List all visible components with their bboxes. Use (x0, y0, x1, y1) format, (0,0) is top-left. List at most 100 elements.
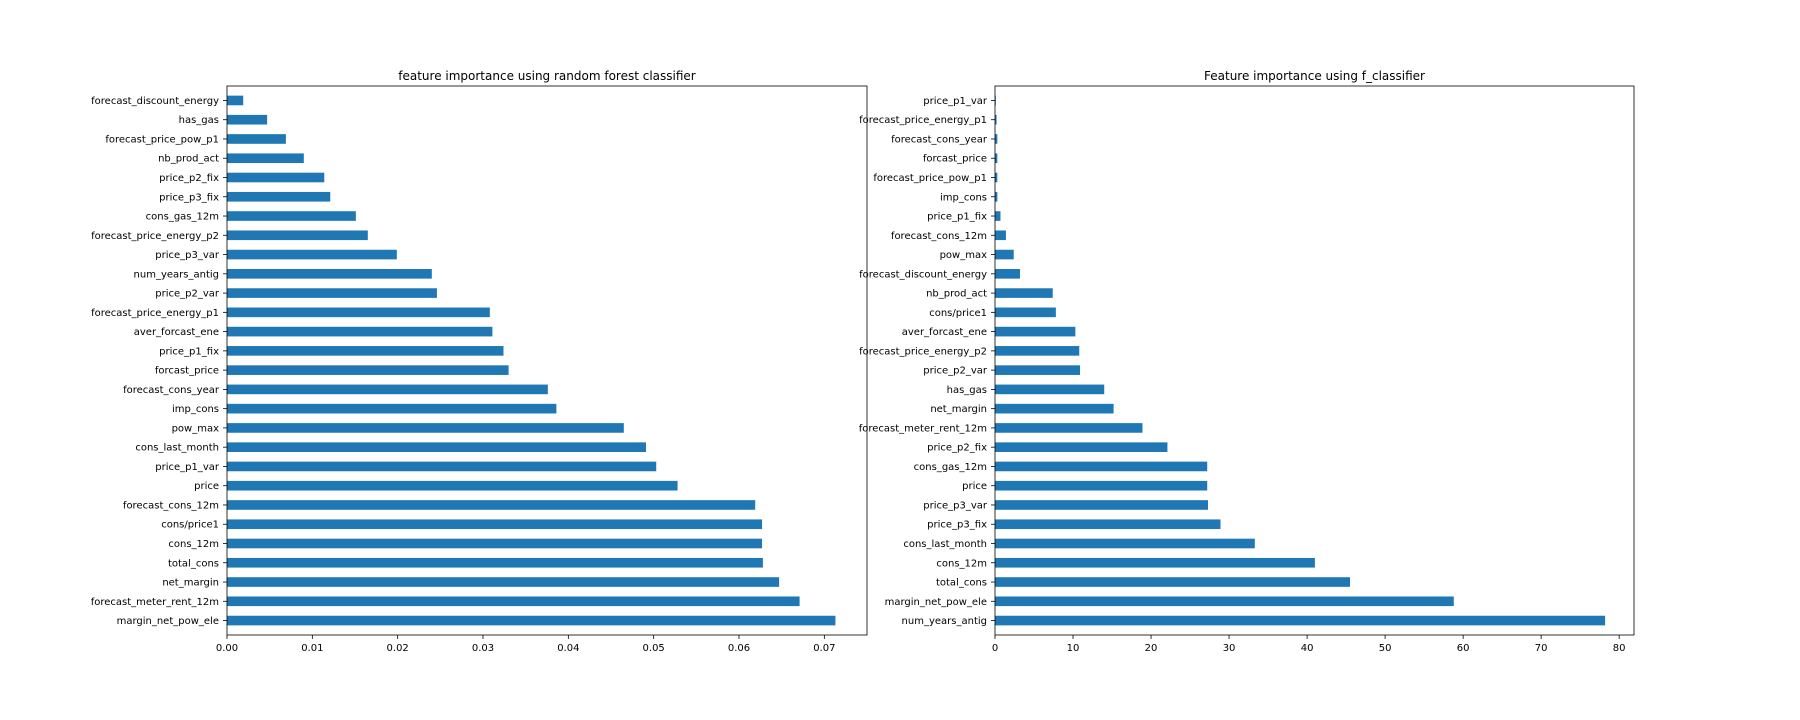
bar (995, 596, 1454, 607)
y-tick-label: forecast_price_pow_p1 (105, 134, 219, 145)
bar (995, 538, 1255, 549)
bar (995, 191, 998, 202)
bar (227, 442, 646, 452)
y-tick-label: price_p3_fix (159, 192, 219, 203)
bar (227, 519, 763, 530)
y-tick-label: forecast_price_pow_p1 (873, 173, 987, 184)
bar (995, 461, 1208, 472)
y-tick-label: net_margin (930, 404, 987, 415)
bar (227, 461, 657, 472)
bar (995, 230, 1006, 241)
y-tick-label: price_p2_var (923, 366, 988, 377)
bar (995, 211, 1001, 221)
x-tick-label: 40 (1301, 643, 1314, 654)
bar (227, 249, 397, 260)
y-tick-label: cons/price1 (929, 308, 987, 319)
bar (227, 95, 244, 106)
bar (995, 519, 1221, 530)
bar (995, 326, 1076, 337)
y-tick-label: price_p2_fix (927, 443, 987, 454)
y-tick-label: forecast_price_energy_p2 (859, 346, 987, 357)
y-tick-label: nb_prod_act (926, 289, 987, 300)
chart-title: Feature importance using f_classifier (1204, 69, 1425, 83)
y-tick-label: forecast_meter_rent_12m (859, 423, 987, 434)
y-tick-label: price_p1_fix (159, 346, 219, 357)
bar (995, 384, 1105, 395)
y-tick-label: forcast_price (923, 154, 987, 165)
y-tick-label: forecast_cons_year (891, 134, 988, 145)
bar (995, 365, 1081, 375)
x-tick-label: 50 (1379, 643, 1392, 654)
bar (995, 249, 1014, 260)
y-tick-label: has_gas (947, 385, 987, 396)
y-tick-label: cons_gas_12m (146, 212, 219, 223)
bar (995, 153, 998, 164)
bar (995, 403, 1114, 414)
bar (227, 269, 432, 279)
y-tick-label: price_p2_fix (159, 173, 219, 184)
y-tick-label: margin_net_pow_ele (117, 616, 219, 627)
bar (227, 172, 325, 183)
y-tick-label: price_p2_var (155, 289, 220, 300)
y-tick-label: has_gas (179, 115, 219, 126)
y-tick-label: forecast_price_energy_p1 (859, 115, 987, 126)
bar (227, 134, 286, 144)
x-tick-label: 0.04 (557, 643, 579, 654)
bar (227, 191, 331, 202)
bar (227, 230, 368, 241)
y-tick-label: cons_last_month (903, 539, 987, 550)
bar (227, 211, 356, 221)
x-tick-label: 10 (1067, 643, 1080, 654)
x-tick-label: 20 (1145, 643, 1158, 654)
bar (227, 365, 509, 375)
x-tick-label: 0.00 (216, 643, 238, 654)
chart-f-classifier: Feature importance using f_classifiernum… (859, 69, 1635, 654)
bar (227, 538, 763, 549)
chart-random-forest: feature importance using random forest c… (91, 69, 868, 654)
x-tick-label: 0.06 (728, 643, 750, 654)
y-tick-label: total_cons (936, 578, 987, 589)
y-tick-label: forecast_price_energy_p1 (91, 308, 219, 319)
x-tick-label: 70 (1535, 643, 1548, 654)
y-tick-label: pow_max (172, 423, 220, 434)
plot-frame (226, 85, 868, 636)
bar (995, 615, 1606, 626)
y-tick-label: imp_cons (172, 404, 219, 415)
y-tick-label: cons/price1 (161, 520, 219, 531)
y-tick-label: cons_last_month (135, 443, 219, 454)
bar (995, 288, 1053, 298)
bar (995, 346, 1080, 356)
x-tick-label: 60 (1457, 643, 1470, 654)
y-tick-label: total_cons (168, 558, 219, 569)
y-tick-label: pow_max (940, 250, 988, 261)
x-tick-label: 30 (1223, 643, 1236, 654)
y-tick-label: cons_12m (168, 539, 219, 550)
bar (227, 557, 763, 568)
bar (995, 577, 1350, 587)
y-tick-label: aver_forcast_ene (902, 327, 987, 338)
x-tick-label: 0.03 (472, 643, 494, 654)
y-tick-label: price (194, 481, 219, 492)
bar (227, 480, 678, 491)
bar (227, 596, 800, 607)
bar (995, 307, 1056, 318)
bar (227, 577, 780, 587)
bar (227, 326, 493, 337)
bar (995, 134, 998, 144)
y-tick-label: price_p1_var (923, 96, 988, 107)
y-tick-label: cons_gas_12m (914, 462, 987, 473)
bar (227, 403, 557, 414)
plot-frame (994, 85, 1635, 636)
bar (227, 307, 490, 318)
y-tick-label: price_p3_fix (927, 520, 987, 531)
bar (995, 114, 997, 125)
bar (995, 557, 1315, 568)
bar (995, 172, 998, 183)
y-tick-label: num_years_antig (134, 269, 219, 280)
y-tick-label: forecast_meter_rent_12m (91, 597, 219, 608)
y-tick-label: num_years_antig (902, 616, 987, 627)
y-tick-label: price (962, 481, 987, 492)
y-tick-label: price_p3_var (155, 250, 220, 261)
y-tick-label: margin_net_pow_ele (885, 597, 987, 608)
